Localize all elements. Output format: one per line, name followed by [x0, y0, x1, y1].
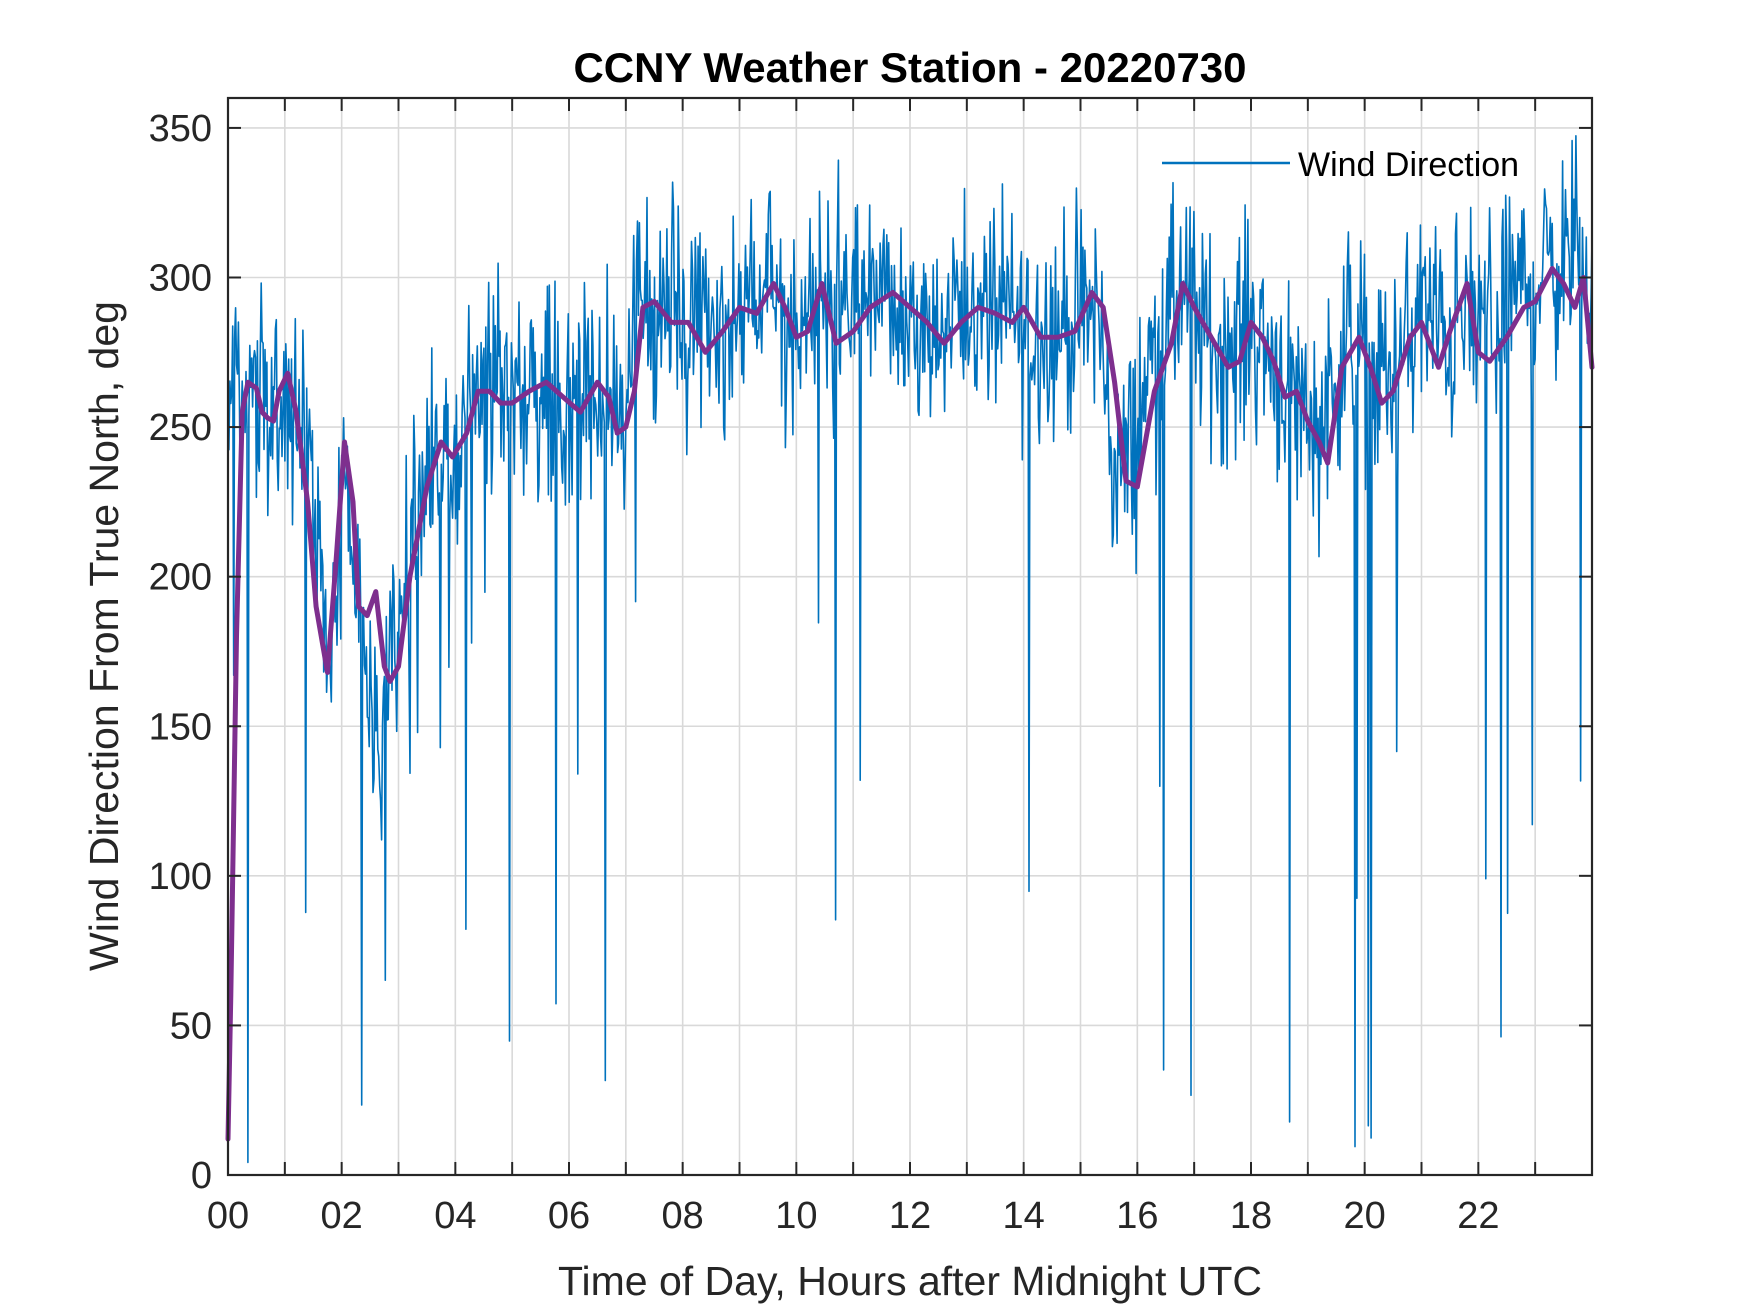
x-tick-label: 08 [662, 1195, 704, 1237]
x-tick-label: 22 [1457, 1195, 1499, 1237]
x-tick-label: 02 [321, 1195, 363, 1237]
series-wind-direction [227, 135, 1593, 1164]
y-tick-label: 150 [149, 706, 212, 748]
grid [228, 98, 1592, 1175]
y-tick-label: 50 [170, 1005, 212, 1047]
chart-title: CCNY Weather Station - 20220730 [573, 44, 1246, 91]
x-tick-label: 00 [207, 1195, 249, 1237]
series-running-mean [225, 266, 1595, 1142]
y-tick-label: 0 [191, 1155, 212, 1197]
x-axis-label: Time of Day, Hours after Midnight UTC [558, 1258, 1262, 1304]
series-layer [225, 135, 1595, 1164]
legend: Wind Direction [1162, 146, 1519, 184]
y-tick-label: 250 [149, 407, 212, 449]
legend-label-wind-direction: Wind Direction [1298, 146, 1519, 184]
y-tick-label: 200 [149, 557, 212, 599]
y-tick-label: 100 [149, 856, 212, 898]
x-tick-label: 16 [1116, 1195, 1158, 1237]
x-tick-label: 18 [1230, 1195, 1272, 1237]
x-tick-label: 04 [434, 1195, 476, 1237]
x-tick-label: 14 [1003, 1195, 1045, 1237]
x-tick-label: 20 [1344, 1195, 1386, 1237]
ticks: 00 02 04 06 08 10 12 14 16 18 20 22 0 50 100 150 200 250 3… [149, 98, 1592, 1237]
y-tick-label: 350 [149, 108, 212, 150]
y-tick-label: 300 [149, 258, 212, 300]
x-tick-label: 10 [775, 1195, 817, 1237]
x-tick-label: 12 [889, 1195, 931, 1237]
y-axis-label: Wind Direction From True North, deg [81, 301, 127, 971]
x-tick-label: 06 [548, 1195, 590, 1237]
